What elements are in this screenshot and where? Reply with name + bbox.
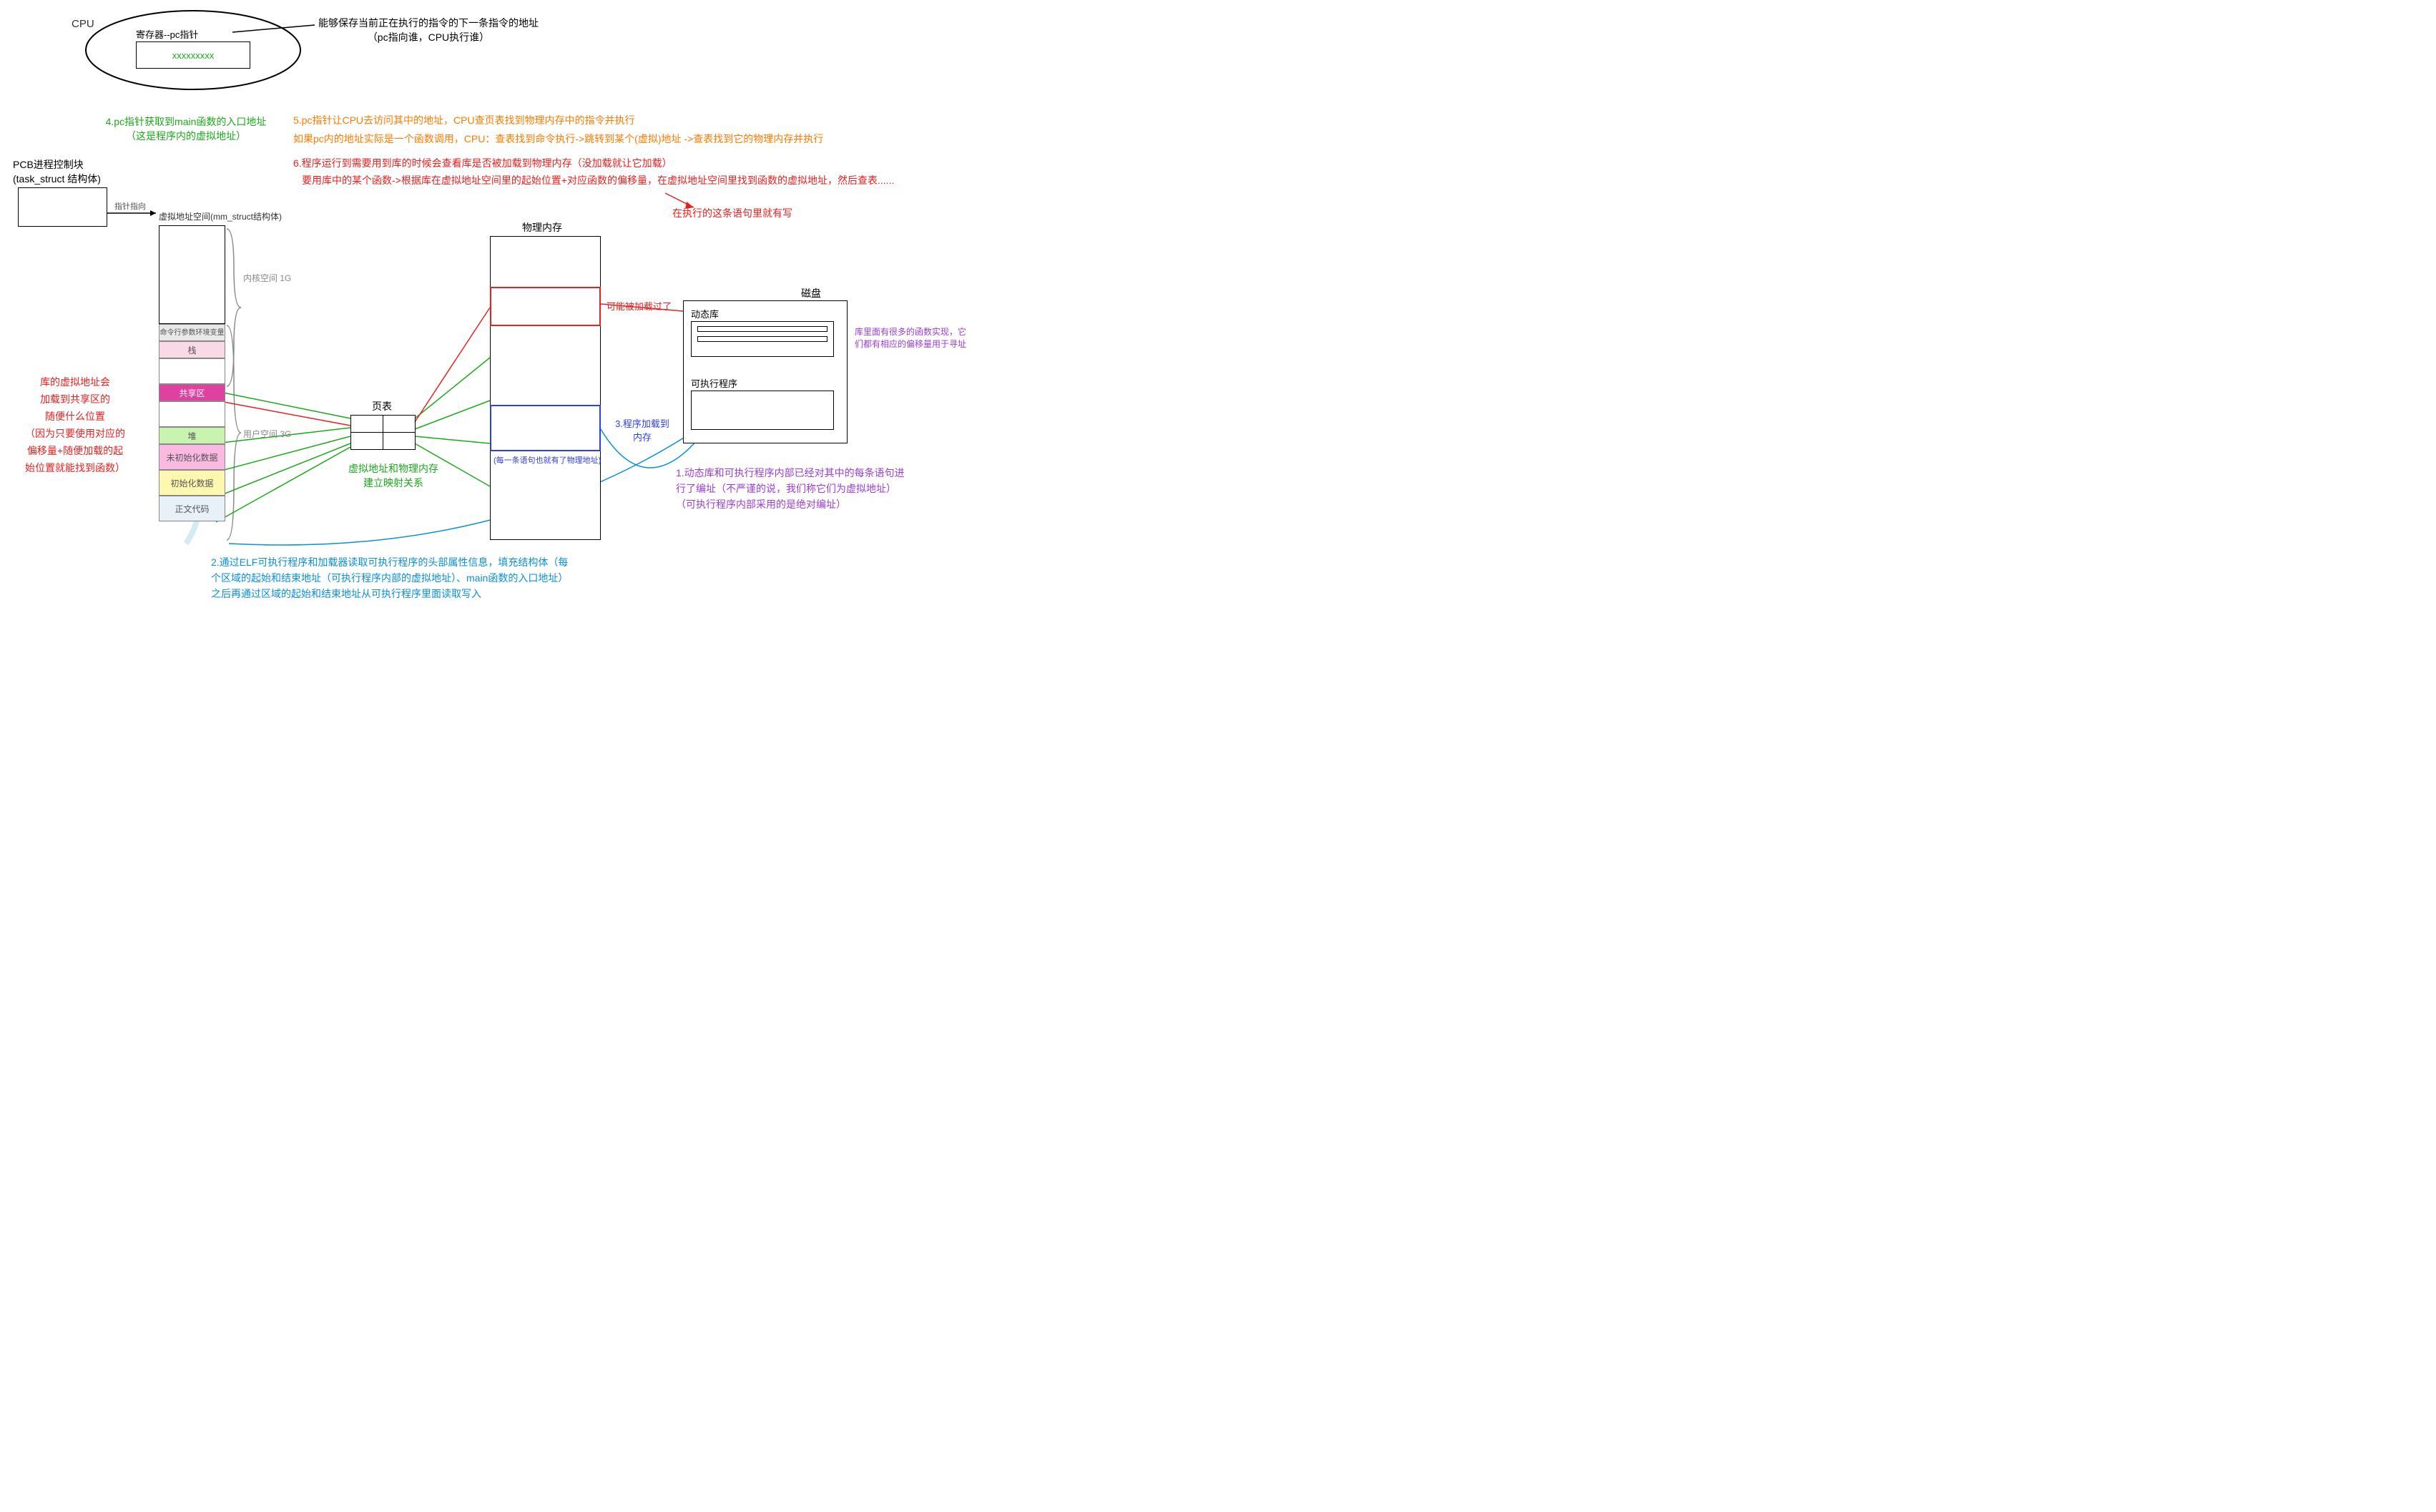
step1: 1.动态库和可执行程序内部已经对其中的每条语句进 行了编址（不严谨的说，我们称它… — [676, 465, 976, 512]
pcb-line2: (task_struct 结构体) — [13, 172, 101, 186]
step1-a: 1.动态库和可执行程序内部已经对其中的每条语句进 — [676, 465, 976, 481]
lib-note-4: （因为只要使用对应的 — [14, 425, 136, 442]
phys-note: (每一条语句也就有了物理地址) — [493, 454, 601, 466]
step4-b: （这是程序内的虚拟地址） — [93, 129, 279, 143]
pcb-box — [18, 187, 107, 227]
phys-red-block — [490, 287, 601, 326]
step6-text: 6.程序运行到需要用到库的时候会查看库是否被加载到物理内存（没加载就让它加载） … — [293, 156, 973, 187]
step3-a: 3.程序加载到 — [606, 416, 678, 430]
lib-note-3: 随便什么位置 — [14, 408, 136, 425]
disk-label: 磁盘 — [801, 286, 821, 300]
cpu-note-line1: 能够保存当前正在执行的指令的下一条指令的地址 — [318, 16, 539, 30]
phys-mem-label: 物理内存 — [522, 220, 562, 235]
disk-box: 动态库 可执行程序 — [683, 300, 848, 443]
step2: 2.通过ELF可执行程序和加载器读取可执行程序的头部属性信息，填充结构体（每 个… — [211, 554, 640, 602]
seg-args: 命令行参数环境变量 — [159, 324, 225, 341]
seg-heap: 堆 — [159, 427, 225, 444]
user-brace-label: 用户空间 3G — [243, 428, 291, 440]
lib-note-1: 库的虚拟地址会 — [14, 373, 136, 391]
lib-desc: 库里面有很多的函数实现，它 们都有相应的偏移量用于寻址 — [855, 325, 991, 350]
dynlib-box — [691, 321, 834, 357]
step1-b: 行了编址（不严谨的说，我们称它们为虚拟地址） — [676, 481, 976, 496]
lib-note-2: 加载到共享区的 — [14, 391, 136, 408]
lib-note-6: 始位置就能找到函数） — [14, 459, 136, 476]
cpu-note: 能够保存当前正在执行的指令的下一条指令的地址 （pc指向谁，CPU执行谁） — [318, 16, 539, 44]
seg-stack: 栈 — [159, 341, 225, 358]
seg-bss: 未初始化数据 — [159, 444, 225, 470]
pcb-line1: PCB进程控制块 — [13, 157, 101, 172]
lib-desc-1: 库里面有很多的函数实现，它 — [855, 325, 991, 338]
seg-shared: 共享区 — [159, 384, 225, 401]
seg-gap2 — [159, 401, 225, 427]
cpu-label: CPU — [72, 18, 94, 30]
lib-note-5: 偏移量+随便加载的起 — [14, 442, 136, 459]
vaddr-space: 命令行参数环境变量 栈 共享区 堆 未初始化数据 初始化数据 正文代码 — [159, 225, 225, 521]
lib-desc-2: 们都有相应的偏移量用于寻址 — [855, 338, 991, 350]
lib-note: 库的虚拟地址会 加载到共享区的 随便什么位置 （因为只要使用对应的 偏移量+随便… — [14, 373, 136, 476]
register-box: xxxxxxxxx — [136, 41, 250, 69]
step6-a: 6.程序运行到需要用到库的时候会查看库是否被加载到物理内存（没加载就让它加载） — [293, 156, 973, 170]
exe-box — [691, 391, 834, 430]
step3: 3.程序加载到 内存 — [606, 416, 678, 443]
step4-a: 4.pc指针获取到main函数的入口地址 — [93, 114, 279, 129]
seg-data: 初始化数据 — [159, 470, 225, 496]
step2-b: 个区域的起始和结束地址（可执行程序内部的虚拟地址）、main函数的入口地址） — [211, 570, 640, 586]
register-value: xxxxxxxxx — [172, 50, 215, 61]
phys-mem-box — [490, 236, 601, 540]
dynlib-label: 动态库 — [691, 307, 719, 320]
ptr-label: 指针指向 — [114, 200, 146, 212]
cpu-note-line2: （pc指向谁，CPU执行谁） — [318, 30, 539, 44]
step4-text: 4.pc指针获取到main函数的入口地址 （这是程序内的虚拟地址） — [93, 114, 279, 143]
step2-c: 之后再通过区域的起始和结束地址从可执行程序里面读取写入 — [211, 586, 640, 602]
kernel-seg — [159, 225, 225, 324]
step5-text: 5.pc指针让CPU去访问其中的地址，CPU查页表找到物理内存中的指令并执行 如… — [293, 113, 973, 146]
seg-gap1 — [159, 358, 225, 384]
page-table — [350, 415, 416, 450]
pagetable-label: 页表 — [372, 399, 392, 413]
step6-b: 要用库中的某个函数->根据库在虚拟地址空间里的起始位置+对应函数的偏移量，在虚拟… — [293, 173, 973, 187]
mm-struct-label: 虚拟地址空间(mm_struct结构体) — [159, 210, 282, 222]
pagetable-note-2: 建立映射关系 — [329, 476, 458, 490]
pcb-label: PCB进程控制块 (task_struct 结构体) — [13, 157, 101, 186]
register-label: 寄存器--pc指针 — [136, 27, 198, 41]
pagetable-note: 虚拟地址和物理内存 建立映射关系 — [329, 461, 458, 490]
step2-a: 2.通过ELF可执行程序和加载器读取可执行程序的头部属性信息，填充结构体（每 — [211, 554, 640, 570]
maybe-loaded: 可能被加载过了 — [606, 299, 672, 313]
phys-blue-block — [490, 405, 601, 451]
seg-text: 正文代码 — [159, 496, 225, 521]
pagetable-note-1: 虚拟地址和物理内存 — [329, 461, 458, 476]
step3-b: 内存 — [606, 430, 678, 443]
step1-c: （可执行程序内部采用的是绝对编址） — [676, 496, 976, 512]
step6-note: 在执行的这条语句里就有写 — [672, 206, 792, 220]
kernel-brace-label: 内核空间 1G — [243, 272, 291, 284]
step5-b: 如果pc内的地址实际是一个函数调用，CPU：查表找到命令执行->跳转到某个(虚拟… — [293, 132, 973, 146]
step5-a: 5.pc指针让CPU去访问其中的地址，CPU查页表找到物理内存中的指令并执行 — [293, 113, 973, 127]
exe-label: 可执行程序 — [691, 376, 737, 390]
